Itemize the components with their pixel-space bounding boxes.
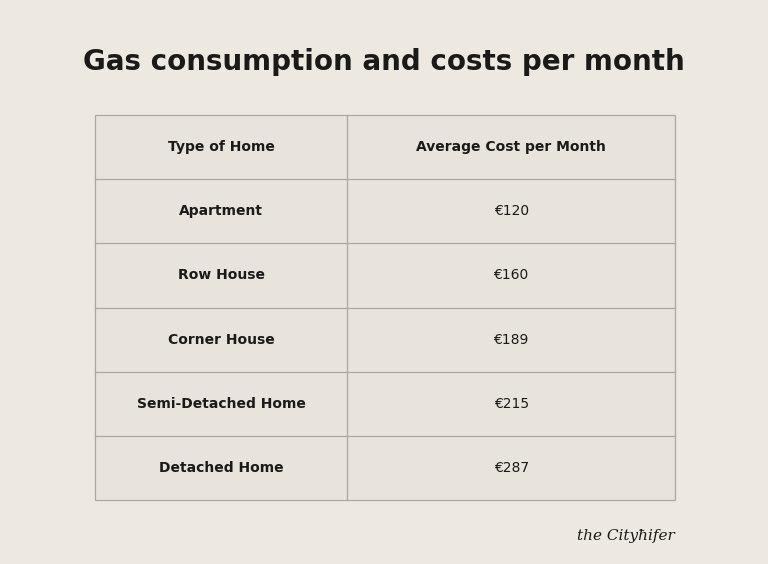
Text: Gas consumption and costs per month: Gas consumption and costs per month bbox=[83, 48, 685, 76]
Text: Row House: Row House bbox=[177, 268, 265, 283]
Text: Type of Home: Type of Home bbox=[167, 140, 275, 154]
Text: €215: €215 bbox=[494, 396, 528, 411]
Text: the Cityħifer: the Cityħifer bbox=[578, 529, 675, 543]
Text: €160: €160 bbox=[494, 268, 529, 283]
Text: €287: €287 bbox=[494, 461, 528, 475]
Text: Corner House: Corner House bbox=[167, 333, 274, 347]
Text: €120: €120 bbox=[494, 204, 528, 218]
Text: Apartment: Apartment bbox=[179, 204, 263, 218]
Bar bbox=[95, 115, 675, 500]
Text: Semi-Detached Home: Semi-Detached Home bbox=[137, 396, 306, 411]
Text: Detached Home: Detached Home bbox=[159, 461, 283, 475]
Text: €189: €189 bbox=[494, 333, 529, 347]
Text: Average Cost per Month: Average Cost per Month bbox=[416, 140, 606, 154]
